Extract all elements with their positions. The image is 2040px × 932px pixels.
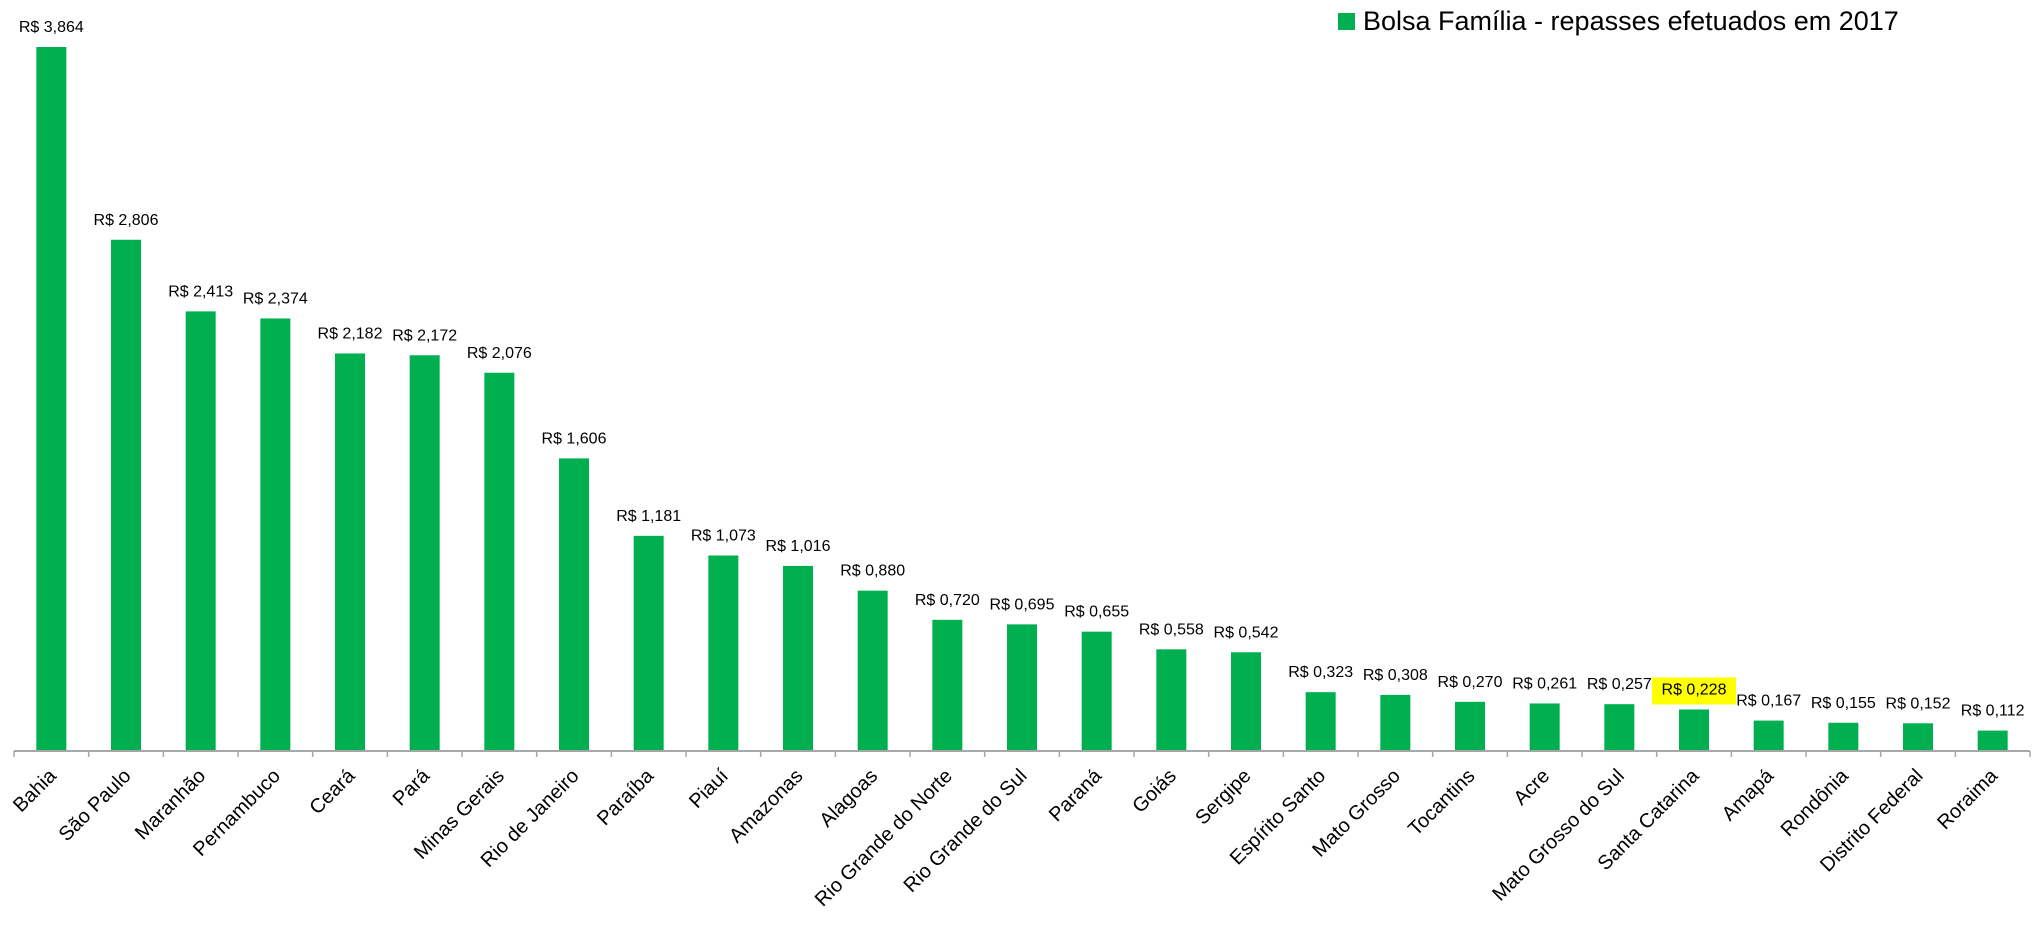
bar [1828,722,1859,751]
data-label: R$ 2,076 [467,345,532,362]
x-tick-label: Piauí [685,765,733,813]
x-tick-label: Mato Grosso do Sul [1488,765,1629,906]
x-tick-label: Bahia [9,764,61,816]
bar [1753,720,1784,751]
x-tick-label: Rondônia [1777,764,1854,841]
data-label: R$ 0,167 [1736,693,1801,710]
data-label: R$ 0,270 [1438,674,1503,691]
legend-label: Bolsa Família - repasses efetuados em 20… [1363,6,1899,36]
bar [111,239,141,751]
bar [857,590,888,751]
bar [1380,694,1411,751]
data-label: R$ 0,323 [1288,664,1353,681]
x-tick-label: Alagoas [816,765,883,832]
bar [1977,730,2008,751]
data-label: R$ 0,152 [1886,695,1951,712]
bar [409,355,440,751]
bar [783,565,813,751]
bar [1604,704,1635,751]
data-label: R$ 0,308 [1363,667,1428,684]
bar [185,311,216,751]
x-tick-label: Amazonas [725,765,807,847]
data-label: R$ 0,257 [1587,676,1652,693]
data-label: R$ 1,073 [691,528,756,545]
legend-swatch [1338,13,1355,30]
data-label-highlight [1652,677,1736,705]
bar [1156,649,1187,751]
x-tick-label: Sergipe [1191,765,1255,829]
data-label: R$ 0,695 [990,596,1055,613]
data-label: R$ 0,261 [1512,675,1577,692]
bar [1231,652,1261,751]
x-tick-label: Goiás [1128,765,1181,818]
bar [633,535,664,751]
x-tick-label: Rio Grande do Norte [811,765,957,911]
x-tick-label: Ceará [305,764,360,819]
x-tick-label: Paraíba [593,764,659,830]
x-tick-label: Rio Grande do Sul [900,765,1032,897]
data-label: R$ 1,016 [766,538,831,555]
data-label: R$ 2,806 [94,212,159,229]
data-label: R$ 1,606 [542,430,607,447]
data-label: R$ 2,413 [168,283,233,300]
x-tick-label: Paraná [1045,764,1107,826]
bar [1903,723,1933,751]
bar [1081,631,1112,751]
x-tick-label: Pará [389,764,435,810]
bar [484,372,515,751]
data-label: R$ 0,112 [1961,703,2025,720]
bar [1007,624,1037,751]
data-label: R$ 1,181 [616,508,681,525]
data-label: R$ 0,228 [1662,681,1727,698]
data-label: R$ 0,155 [1811,695,1876,712]
legend: Bolsa Família - repasses efetuados em 20… [1338,6,1899,37]
x-tick-label: Amapá [1718,764,1779,825]
bar [1679,709,1709,751]
bar [260,318,291,751]
x-tick-label: Acre [1510,765,1555,810]
data-label: R$ 0,542 [1214,624,1279,641]
data-label: R$ 0,655 [1064,604,1129,621]
x-tick-label: São Paulo [55,765,136,846]
data-label: R$ 3,864 [19,19,84,36]
bar [1305,692,1336,751]
data-label: R$ 0,558 [1139,621,1204,638]
data-label: R$ 0,880 [840,563,905,580]
bar [559,458,589,751]
bar [335,353,365,751]
bar [708,555,739,751]
x-tick-label: Maranhão [131,765,210,844]
data-label: R$ 2,374 [243,290,308,307]
bar [36,47,67,751]
data-label: R$ 0,720 [915,592,980,609]
data-label: R$ 2,182 [318,325,383,342]
bar [1529,703,1560,751]
bar [932,619,963,751]
data-label: R$ 2,172 [392,327,457,344]
x-tick-label: Tocantins [1404,765,1479,840]
bar [1455,701,1485,751]
x-tick-label: Roraima [1933,764,2003,834]
